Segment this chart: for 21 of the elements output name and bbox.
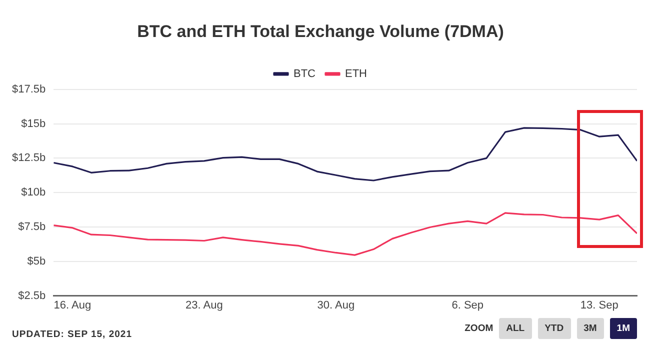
- legend-label: BTC: [294, 68, 316, 80]
- y-tick-label: $5b: [27, 255, 46, 268]
- x-tick-label: 30. Aug: [317, 299, 355, 312]
- y-tick-label: $2.5b: [18, 290, 46, 302]
- legend-label: ETH: [345, 68, 368, 80]
- text: ZOOM: [464, 323, 494, 334]
- text: YTD: [538, 318, 571, 339]
- y-tick-label: $10b: [21, 186, 46, 199]
- x-tick-label: 23. Aug: [186, 299, 223, 312]
- y-tick-label: $17.5b: [12, 83, 46, 96]
- y-tick-label: $15b: [21, 118, 46, 130]
- text: 3M: [576, 318, 604, 339]
- y-tick-label: $12.5b: [12, 152, 46, 164]
- text: 1M: [610, 318, 637, 339]
- x-tick-label: 6. Sep: [452, 299, 484, 312]
- y-tick-label: $7.5b: [18, 221, 46, 234]
- text: ALL: [499, 318, 532, 339]
- chart-title: BTC and ETH Total Exchange Volume (7DMA): [137, 22, 504, 41]
- x-tick-label: 13. Sep: [580, 299, 618, 312]
- text: UPDATED: SEP 15, 2021: [12, 329, 132, 340]
- x-tick-label: 16. Aug: [54, 299, 92, 312]
